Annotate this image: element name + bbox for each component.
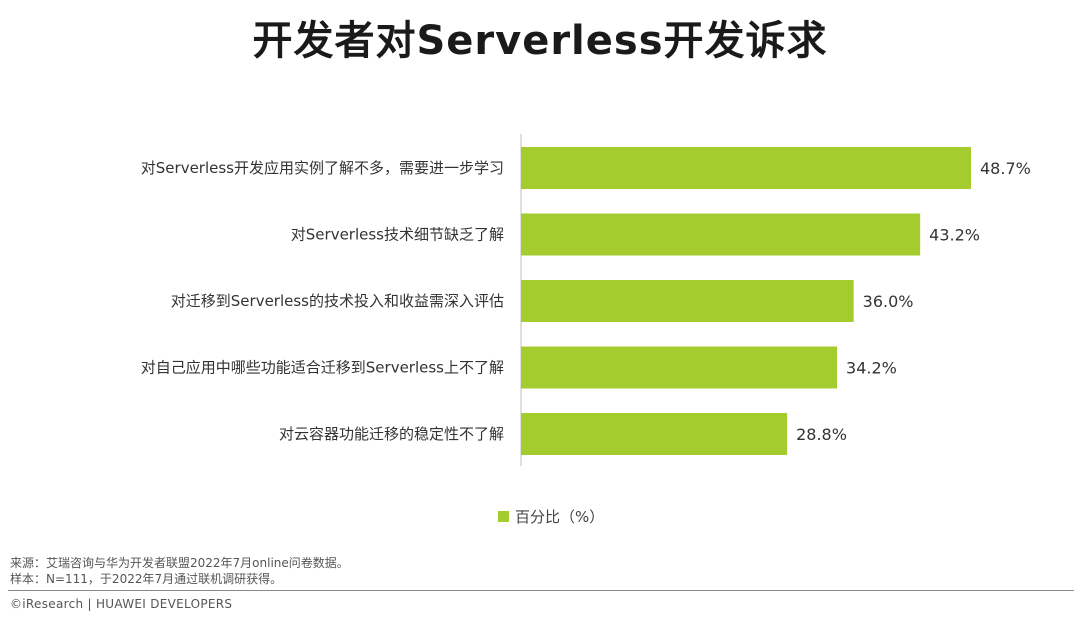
bar — [521, 147, 971, 189]
bar — [521, 280, 854, 322]
bar — [521, 213, 921, 256]
footer-divider — [8, 590, 1074, 591]
category-label: 对Serverless开发应用实例了解不多，需要进一步学习 — [141, 159, 504, 177]
legend-swatch — [498, 511, 509, 522]
category-label: 对自己应用中哪些功能适合迁移到Serverless上不了解 — [141, 359, 504, 377]
footer-credit: ©iResearch | HUAWEI DEVELOPERS — [10, 597, 233, 611]
data-label: 48.7% — [980, 159, 1031, 178]
category-label: 对Serverless技术细节缺乏了解 — [291, 226, 504, 244]
category-label: 对迁移到Serverless的技术投入和收益需深入评估 — [171, 292, 504, 310]
data-label: 36.0% — [863, 292, 914, 311]
bar — [521, 346, 838, 389]
source-note: 来源：艾瑞咨询与华为开发者联盟2022年7月online问卷数据。 — [10, 556, 349, 570]
legend-label: 百分比（%） — [515, 508, 605, 526]
sample-note: 样本：N=111，于2022年7月通过联机调研获得。 — [10, 572, 283, 586]
legend: 百分比（%） — [498, 506, 604, 527]
category-label: 对云容器功能迁移的稳定性不了解 — [279, 425, 504, 443]
data-label: 28.8% — [796, 425, 847, 444]
chart-title: 开发者对Serverless开发诉求 — [252, 18, 828, 64]
data-label: 43.2% — [929, 226, 980, 245]
data-label: 34.2% — [846, 359, 897, 378]
bar — [521, 413, 788, 455]
